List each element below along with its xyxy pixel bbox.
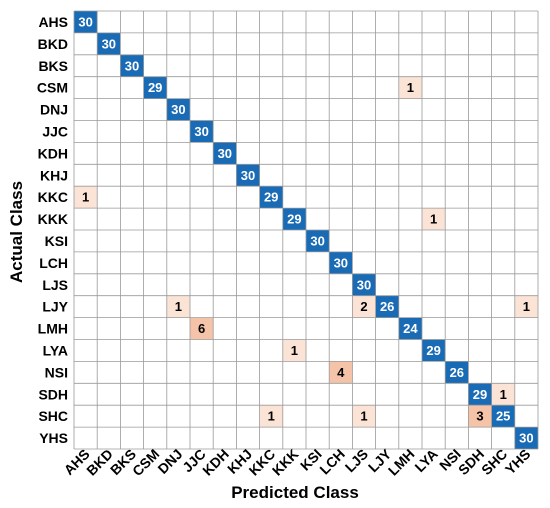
cell-value: 1 <box>523 299 530 314</box>
cell-value: 1 <box>82 190 89 205</box>
cell-value: 25 <box>496 409 510 424</box>
column-label: YHS <box>502 446 534 478</box>
cell-value: 30 <box>519 431 533 446</box>
values-layer: 30 30 30 29 1 30 30 30 30 1 29 29 1 30 30 30 1 2 26 1 6 24 1 29… <box>78 14 533 445</box>
matrix-cell <box>213 142 237 165</box>
row-label: KSI <box>45 233 68 249</box>
matrix-cell <box>422 339 446 362</box>
matrix-cell <box>491 383 515 406</box>
cells-layer <box>74 11 538 449</box>
row-label: LCH <box>39 255 68 271</box>
matrix-cell <box>97 32 121 55</box>
row-label: CSM <box>37 80 68 96</box>
matrix-cell <box>190 317 214 340</box>
row-label: NSI <box>45 364 68 380</box>
matrix-cell <box>236 164 260 187</box>
matrix-cell <box>329 361 353 384</box>
cell-value: 1 <box>268 409 275 424</box>
cell-value: 29 <box>473 387 487 402</box>
row-label: KDH <box>38 145 68 161</box>
cell-value: 26 <box>380 299 394 314</box>
row-label: KKK <box>38 211 68 227</box>
cell-value: 29 <box>287 212 301 227</box>
cell-value: 29 <box>148 80 162 95</box>
matrix-cell <box>422 208 446 230</box>
cell-value: 30 <box>310 233 324 248</box>
row-label: LMH <box>38 321 68 337</box>
matrix-cell <box>352 295 376 318</box>
row-label: JJC <box>42 123 68 139</box>
cell-value: 6 <box>198 321 205 336</box>
matrix-cell <box>352 273 376 296</box>
row-label: BKD <box>38 36 68 52</box>
cell-value: 30 <box>171 102 185 117</box>
cell-value: 26 <box>450 365 464 380</box>
cell-value: 1 <box>175 299 182 314</box>
cell-value: 30 <box>194 124 208 139</box>
matrix-cell <box>306 230 330 252</box>
row-label: DNJ <box>40 102 68 118</box>
matrix-cell <box>514 295 538 318</box>
matrix-cell <box>190 120 214 143</box>
row-label: LJY <box>42 299 68 315</box>
matrix-cell <box>491 405 515 428</box>
row-label: KHJ <box>40 167 68 183</box>
matrix-cell <box>468 405 492 428</box>
matrix-cell <box>166 98 190 121</box>
column-labels: AHSBKDBKSCSMDNJJJCKDHKHJKKCKKKKSILCHLJSL… <box>61 445 534 479</box>
row-label: LJS <box>42 277 68 293</box>
matrix-cell <box>398 317 422 340</box>
cell-value: 29 <box>426 343 440 358</box>
cell-value: 29 <box>264 190 278 205</box>
row-label: BKS <box>38 58 68 74</box>
matrix-cell <box>375 295 399 318</box>
row-labels: AHS BKD BKS CSM DNJ JJC KDH KHJ KKC KKK KSI LCH LJS L… <box>37 14 69 446</box>
matrix-cell <box>282 339 306 362</box>
y-axis-title: Actual Class <box>7 181 26 283</box>
row-label: SHC <box>38 408 68 424</box>
matrix-cell <box>259 405 283 428</box>
column-label: LYA <box>411 446 440 475</box>
row-label: YHS <box>39 430 68 446</box>
column-label: LJS <box>342 446 371 475</box>
cell-value: 1 <box>291 343 298 358</box>
matrix-cell <box>445 361 469 384</box>
matrix-cell <box>166 295 190 318</box>
matrix-cell <box>329 251 353 274</box>
grid-layer <box>73 10 539 450</box>
matrix-cell <box>259 186 283 209</box>
cell-value: 4 <box>337 365 345 380</box>
row-label: SDH <box>38 386 68 402</box>
cell-value: 3 <box>476 409 483 424</box>
cell-value: 30 <box>357 277 371 292</box>
cell-value: 24 <box>403 321 418 336</box>
cell-value: 1 <box>430 212 437 227</box>
matrix-cell <box>514 427 538 449</box>
matrix-cell <box>398 76 422 99</box>
row-label: LYA <box>43 342 68 358</box>
cell-value: 1 <box>407 80 414 95</box>
cell-value: 30 <box>78 14 92 29</box>
row-label: KKC <box>38 189 68 205</box>
cell-value: 2 <box>360 299 367 314</box>
matrix-cell <box>74 186 98 209</box>
cell-value: 30 <box>241 168 255 183</box>
matrix-cell <box>352 405 376 428</box>
cell-value: 30 <box>334 255 348 270</box>
row-label: AHS <box>38 14 68 30</box>
cell-value: 1 <box>360 409 367 424</box>
cell-value: 30 <box>102 36 116 51</box>
matrix-cell <box>282 208 306 230</box>
matrix-cell <box>120 54 144 77</box>
matrix-cell <box>468 383 492 406</box>
cell-value: 1 <box>500 387 507 402</box>
cell-value: 30 <box>125 58 139 73</box>
cell-value: 30 <box>218 146 232 161</box>
x-axis-title: Predicted Class <box>231 483 359 502</box>
matrix-cell <box>143 76 167 99</box>
matrix-cell <box>74 11 98 33</box>
